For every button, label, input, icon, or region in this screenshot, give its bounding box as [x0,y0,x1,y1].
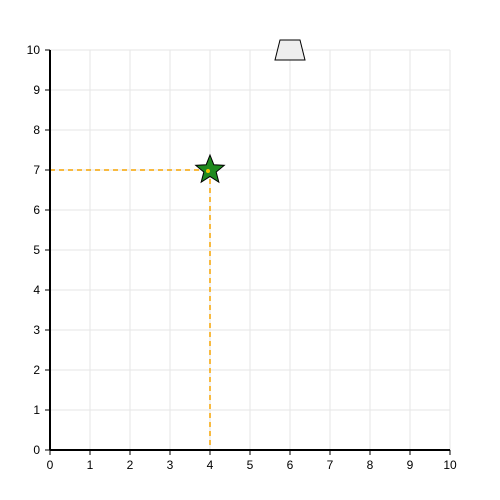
x-tick-label: 4 [207,458,214,472]
y-tick-label: 9 [33,83,40,97]
x-tick-label: 0 [47,458,54,472]
y-tick-label: 4 [33,283,40,297]
x-tick-label: 7 [327,458,334,472]
y-tick-label: 5 [33,243,40,257]
x-tick-label: 6 [287,458,294,472]
axes [45,50,450,455]
y-tick-label: 0 [33,443,40,457]
star-center-dot [206,169,210,173]
y-tick-label: 1 [33,403,40,417]
x-tick-label: 8 [367,458,374,472]
y-tick-label: 6 [33,203,40,217]
y-tick-label: 2 [33,363,40,377]
y-tick-label: 8 [33,123,40,137]
y-tick-label: 10 [27,43,41,57]
y-tick-label: 3 [33,323,40,337]
x-tick-label: 9 [407,458,414,472]
grid [50,50,450,450]
x-tick-label: 1 [87,458,94,472]
y-tick-label: 7 [33,163,40,177]
tick-labels: 0 1 2 3 4 5 6 7 8 9 10 0 1 2 3 4 5 6 7 8 9 10 [27,43,457,472]
bucket-icon[interactable] [275,40,305,60]
x-tick-label: 10 [443,458,457,472]
x-tick-label: 5 [247,458,254,472]
x-tick-label: 3 [167,458,174,472]
x-tick-label: 2 [127,458,134,472]
